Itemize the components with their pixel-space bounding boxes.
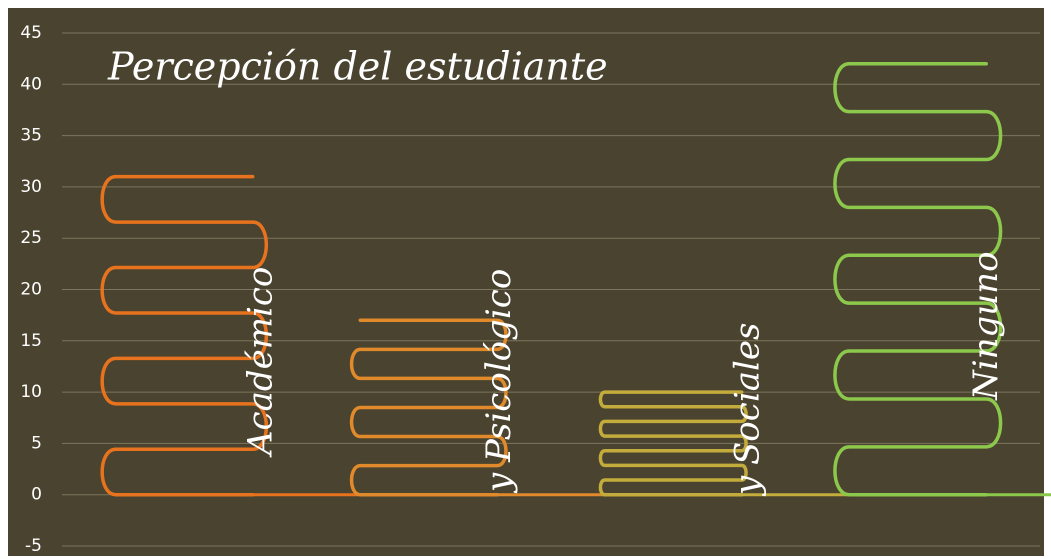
chart-title: Percepción del estudiante: [107, 45, 608, 89]
y-tick-label: 40: [20, 74, 42, 94]
y-tick-label: 20: [20, 280, 42, 300]
x-tick-label: y Sociales: [727, 323, 767, 497]
chart-background: [8, 8, 1044, 556]
y-tick-label: 0: [31, 485, 42, 505]
bar: [598, 390, 748, 497]
y-tick-label: -5: [25, 536, 42, 556]
bar: [833, 62, 1003, 497]
y-tick-label: 45: [20, 23, 42, 43]
bar: [100, 174, 269, 497]
x-tick-label: Académico: [240, 267, 280, 458]
y-tick-label: 5: [31, 433, 42, 453]
y-tick-label: 35: [20, 126, 42, 146]
y-tick-label: 25: [20, 228, 42, 248]
x-tick-label: y Psicológico: [479, 269, 519, 494]
y-tick-label: 15: [20, 331, 42, 351]
bar: [349, 318, 508, 497]
x-tick-label: Ninguno: [966, 251, 1006, 401]
y-tick-label: 30: [20, 177, 42, 197]
y-tick-label: 10: [20, 382, 42, 402]
